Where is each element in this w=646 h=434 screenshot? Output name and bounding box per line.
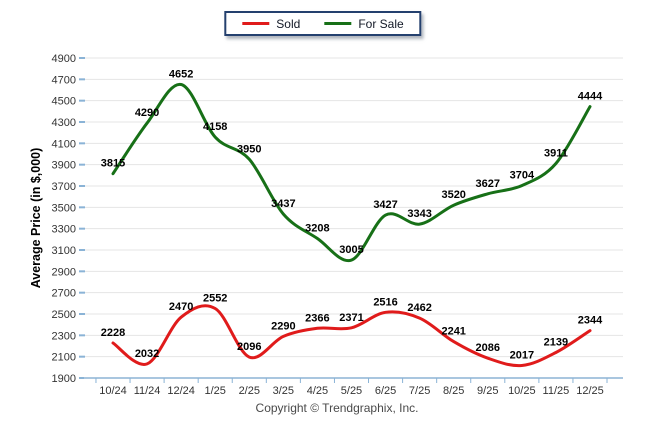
for-sale-data-label: 4444 (578, 91, 603, 103)
sold-line-swatch (242, 22, 270, 25)
sold-data-label: 2371 (339, 312, 363, 324)
x-tick-label: 6/25 (375, 385, 396, 397)
y-tick-label: 1900 (52, 373, 76, 385)
for-sale-data-label: 4158 (203, 121, 227, 133)
sold-data-label: 2032 (135, 348, 159, 360)
for-sale-data-label: 3627 (476, 178, 500, 190)
y-tick-label: 4300 (52, 117, 76, 129)
y-tick-label: 2900 (52, 266, 76, 278)
legend-label-for-sale: For Sale (358, 17, 404, 31)
for-sale-line-swatch (324, 22, 352, 25)
sold-data-label: 2017 (510, 350, 534, 362)
legend-item-sold[interactable]: Sold (242, 17, 300, 30)
y-tick-label: 2100 (52, 352, 76, 364)
y-tick-label: 3300 (52, 224, 76, 236)
x-tick-label: 3/25 (273, 385, 294, 397)
x-tick-label: 1/25 (204, 385, 225, 397)
copyright-text: Copyright © Trendgraphix, Inc. (255, 401, 419, 415)
x-tick-label: 12/24 (167, 385, 195, 397)
sold-data-label: 2096 (237, 341, 261, 353)
sold-data-label: 2552 (203, 292, 227, 304)
for-sale-data-label: 4290 (135, 107, 159, 119)
for-sale-data-label: 3815 (101, 158, 125, 170)
x-tick-label: 7/25 (409, 385, 430, 397)
x-tick-label: 12/25 (576, 385, 604, 397)
legend: Sold For Sale (224, 11, 422, 36)
legend-label-sold: Sold (276, 17, 301, 31)
for-sale-data-label: 3704 (510, 170, 535, 182)
sold-data-label: 2086 (476, 342, 500, 354)
legend-item-for-sale[interactable]: For Sale (324, 17, 404, 31)
sold-data-label: 2470 (169, 301, 193, 313)
x-tick-label: 11/25 (543, 385, 570, 397)
x-tick-label: 11/24 (134, 385, 161, 397)
for-sale-data-label: 3437 (271, 198, 295, 210)
y-tick-label: 3100 (52, 245, 76, 257)
y-tick-label: 4700 (52, 74, 76, 86)
for-sale-data-label: 4652 (169, 68, 193, 80)
for-sale-data-label: 3005 (339, 244, 363, 256)
for-sale-data-label: 3208 (305, 222, 329, 234)
x-tick-label: 10/24 (99, 385, 127, 397)
for-sale-data-label: 3343 (407, 208, 431, 220)
for-sale-data-label: 3427 (373, 199, 397, 211)
y-tick-label: 2700 (52, 288, 76, 300)
for-sale-data-label: 3950 (237, 143, 261, 155)
sold-data-label: 2241 (441, 326, 465, 338)
x-tick-label: 5/25 (341, 385, 362, 397)
for-sale-data-label: 3520 (441, 189, 465, 201)
x-tick-label: 10/25 (508, 385, 536, 397)
y-tick-label: 4500 (52, 96, 76, 108)
y-tick-label: 2300 (52, 330, 76, 342)
y-tick-label: 3500 (52, 202, 76, 214)
sold-data-label: 2139 (544, 337, 568, 349)
x-tick-label: 8/25 (443, 385, 464, 397)
sold-data-label: 2366 (305, 312, 329, 324)
sold-data-label: 2290 (271, 320, 295, 332)
y-tick-label: 4900 (52, 53, 76, 65)
sold-data-label: 2344 (578, 315, 603, 327)
y-tick-label: 2500 (52, 309, 76, 321)
x-tick-label: 4/25 (307, 385, 328, 397)
y-axis-title: Average Price (in $,000) (29, 148, 43, 289)
for-sale-data-label: 3911 (544, 147, 568, 159)
x-tick-label: 2/25 (239, 385, 260, 397)
sold-data-label: 2228 (101, 327, 125, 339)
y-tick-label: 4100 (52, 138, 76, 150)
sold-data-label: 2516 (373, 296, 397, 308)
for-sale-line (111, 82, 592, 263)
sold-line (111, 304, 592, 368)
sold-data-label: 2462 (407, 302, 431, 314)
y-tick-label: 3900 (52, 160, 76, 172)
y-tick-label: 3700 (52, 181, 76, 193)
x-tick-label: 9/25 (477, 385, 498, 397)
